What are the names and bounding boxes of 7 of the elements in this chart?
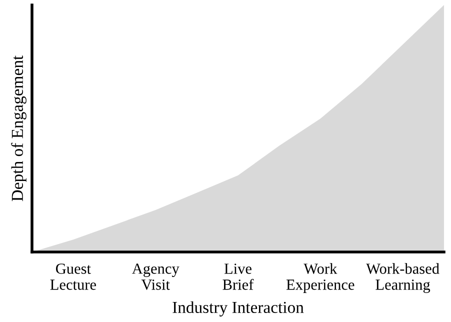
x-tick-label: Guest Lecture [50,264,96,290]
x-axis-title: Industry Interaction [172,301,304,316]
x-tick-label: Live Brief [222,264,254,290]
x-tick-label: Agency Visit [132,264,180,290]
x-tick-label: Work-based Learning [366,263,440,293]
y-axis-title: Depth of Engagement [11,55,26,202]
x-tick-label: Work Experience [286,263,354,293]
